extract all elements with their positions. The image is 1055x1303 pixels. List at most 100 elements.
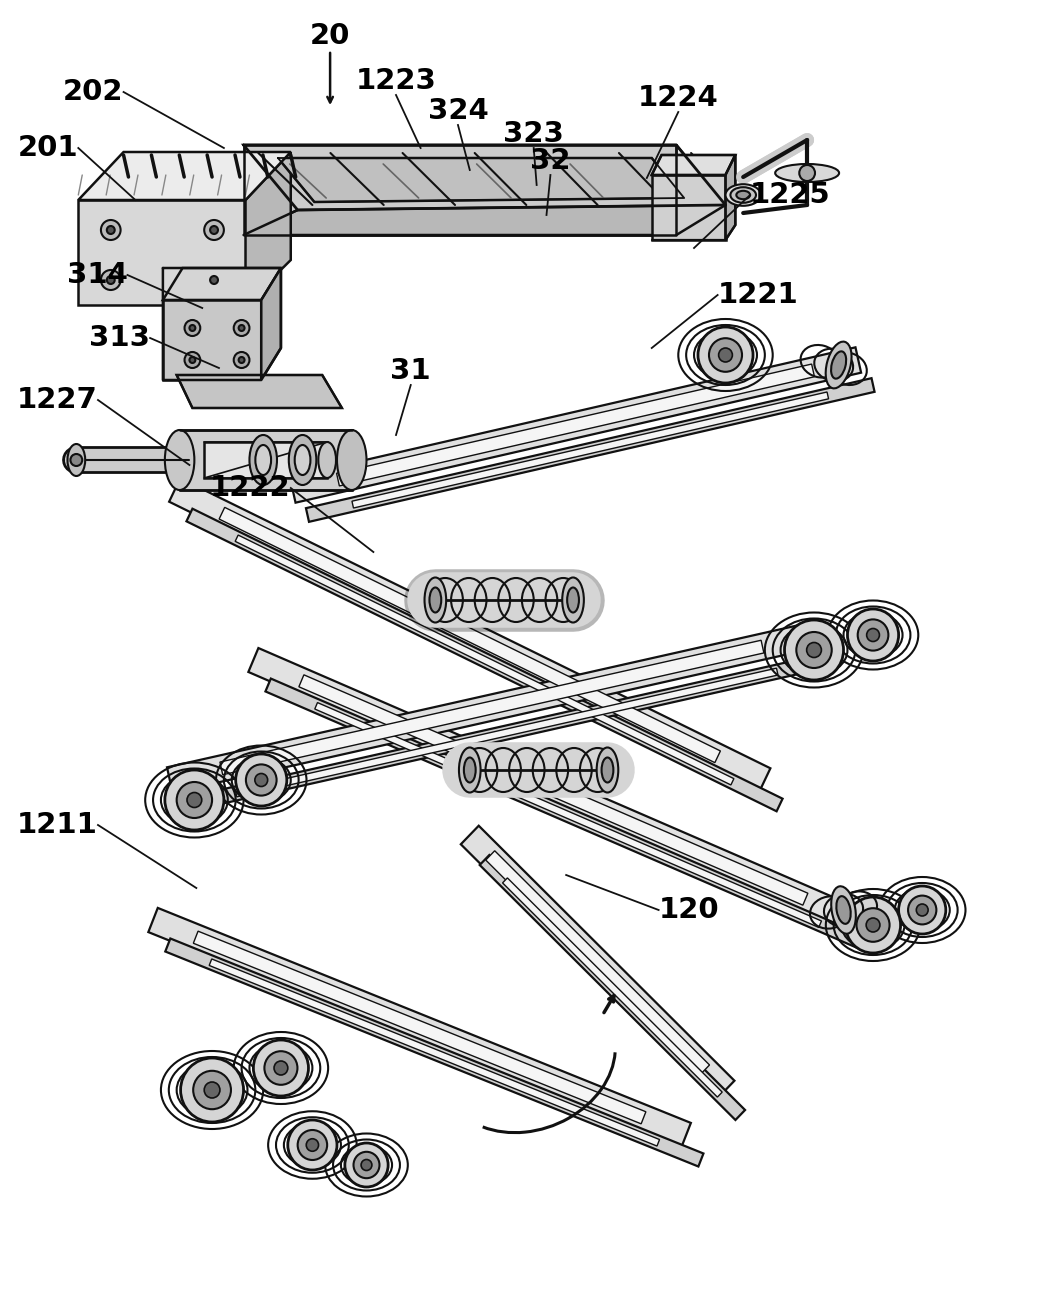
- Circle shape: [238, 324, 245, 331]
- Text: 32: 32: [531, 147, 571, 175]
- Polygon shape: [248, 648, 859, 932]
- Circle shape: [917, 904, 928, 916]
- Circle shape: [193, 1071, 231, 1109]
- Polygon shape: [461, 826, 734, 1100]
- Polygon shape: [244, 145, 676, 235]
- Circle shape: [800, 165, 816, 181]
- Polygon shape: [480, 855, 745, 1121]
- Circle shape: [234, 352, 249, 367]
- Polygon shape: [652, 155, 735, 175]
- Ellipse shape: [597, 748, 618, 792]
- Circle shape: [845, 896, 901, 952]
- Ellipse shape: [319, 442, 335, 478]
- Circle shape: [866, 919, 880, 932]
- Circle shape: [718, 348, 732, 362]
- Polygon shape: [219, 640, 764, 775]
- Polygon shape: [149, 908, 691, 1147]
- Ellipse shape: [289, 435, 316, 485]
- Text: 1221: 1221: [717, 281, 799, 309]
- Polygon shape: [244, 145, 726, 210]
- Polygon shape: [352, 392, 828, 508]
- Polygon shape: [205, 442, 327, 478]
- Ellipse shape: [424, 577, 446, 623]
- Ellipse shape: [831, 352, 846, 379]
- Circle shape: [235, 754, 287, 807]
- Polygon shape: [209, 959, 659, 1147]
- Text: 1224: 1224: [638, 83, 718, 112]
- Text: 1222: 1222: [210, 474, 291, 502]
- Polygon shape: [179, 430, 351, 490]
- Circle shape: [238, 357, 245, 364]
- Ellipse shape: [337, 430, 366, 490]
- Circle shape: [298, 1130, 327, 1160]
- Circle shape: [797, 632, 831, 668]
- Circle shape: [255, 774, 268, 787]
- Polygon shape: [219, 507, 721, 762]
- Polygon shape: [244, 205, 726, 235]
- Ellipse shape: [601, 757, 613, 783]
- Polygon shape: [277, 158, 685, 202]
- Text: 1211: 1211: [17, 810, 98, 839]
- Ellipse shape: [429, 588, 441, 612]
- Polygon shape: [78, 199, 246, 305]
- Circle shape: [180, 1058, 244, 1122]
- Circle shape: [246, 765, 276, 796]
- Polygon shape: [162, 300, 262, 380]
- Circle shape: [306, 1139, 319, 1152]
- Ellipse shape: [726, 184, 761, 206]
- Circle shape: [101, 270, 120, 291]
- Ellipse shape: [68, 444, 85, 476]
- Polygon shape: [290, 348, 861, 503]
- Circle shape: [107, 225, 115, 235]
- Circle shape: [785, 620, 844, 680]
- Circle shape: [899, 886, 946, 934]
- Polygon shape: [485, 851, 710, 1074]
- Circle shape: [265, 1052, 298, 1085]
- Polygon shape: [246, 152, 291, 305]
- Circle shape: [210, 225, 218, 235]
- Polygon shape: [169, 478, 770, 792]
- Polygon shape: [337, 364, 814, 486]
- Polygon shape: [262, 268, 281, 380]
- Polygon shape: [235, 536, 734, 784]
- Circle shape: [288, 1121, 337, 1170]
- Circle shape: [353, 1152, 380, 1178]
- Polygon shape: [162, 268, 281, 300]
- Polygon shape: [193, 932, 646, 1124]
- Circle shape: [234, 321, 249, 336]
- Circle shape: [210, 276, 218, 284]
- Circle shape: [361, 1160, 372, 1170]
- Polygon shape: [167, 623, 817, 792]
- Circle shape: [190, 324, 195, 331]
- Circle shape: [71, 453, 82, 466]
- Polygon shape: [502, 878, 723, 1097]
- Circle shape: [709, 339, 742, 371]
- Circle shape: [866, 628, 880, 641]
- Polygon shape: [726, 155, 735, 240]
- Ellipse shape: [294, 446, 310, 476]
- Circle shape: [187, 792, 202, 808]
- Text: 323: 323: [503, 120, 564, 149]
- Polygon shape: [314, 702, 822, 928]
- Ellipse shape: [775, 164, 839, 182]
- Ellipse shape: [831, 886, 856, 934]
- Polygon shape: [187, 508, 783, 812]
- Circle shape: [807, 642, 822, 658]
- Circle shape: [698, 327, 753, 383]
- Circle shape: [858, 619, 888, 650]
- Circle shape: [185, 352, 200, 367]
- Circle shape: [101, 220, 120, 240]
- Ellipse shape: [464, 757, 476, 783]
- Circle shape: [857, 908, 889, 942]
- Polygon shape: [306, 378, 875, 521]
- Circle shape: [253, 1040, 308, 1096]
- Polygon shape: [266, 679, 870, 951]
- Polygon shape: [184, 653, 830, 812]
- Circle shape: [345, 1143, 388, 1187]
- Text: 1227: 1227: [17, 386, 98, 414]
- Polygon shape: [235, 668, 778, 797]
- Text: 1223: 1223: [356, 66, 437, 95]
- Ellipse shape: [826, 341, 851, 388]
- Polygon shape: [652, 175, 726, 240]
- Circle shape: [908, 895, 937, 924]
